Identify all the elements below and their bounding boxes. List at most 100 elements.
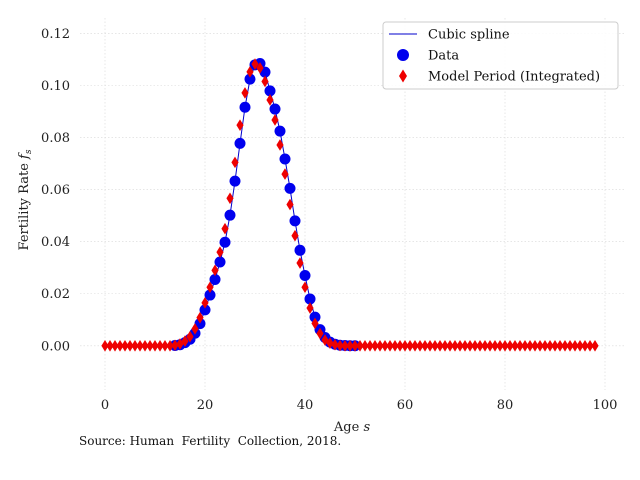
model-point [131,339,139,352]
model-point [126,339,134,352]
model-point [481,339,489,352]
data-point [309,311,321,323]
model-point [281,168,289,180]
model-point [511,339,519,352]
model-point [196,311,204,324]
model-point [441,339,449,352]
model-point [226,192,234,205]
model-point [461,339,469,352]
model-point [426,339,434,352]
model-point [116,339,124,352]
legend: Cubic spline Data Model Period (Integrated… [382,21,619,90]
source-note: Source: Human Fertility Collection, 2018… [79,434,342,448]
model-point [221,222,229,235]
model-point [366,339,374,352]
model-point [286,198,294,211]
model-point [206,281,214,294]
model-point [241,87,249,99]
model-point [306,302,314,314]
x-tick-label: 20 [197,398,214,413]
x-tick-label: 40 [297,398,314,413]
data-point [264,85,276,97]
data-point [234,137,246,149]
model-point [101,339,109,352]
model-point [171,339,179,352]
model-point [231,156,239,169]
model-point [161,339,169,352]
model-point [386,339,394,352]
model-point [576,339,584,352]
model-point [416,339,424,352]
data-point [284,182,296,194]
data-point [274,125,286,137]
model-point [301,281,309,294]
model-point [396,339,404,352]
model-point [446,339,454,352]
legend-box [382,21,619,90]
model-point [361,339,369,352]
y-tick-label: 0.10 [41,79,70,94]
model-point [346,339,354,352]
data-point [299,270,311,282]
y-tick-label: 0.08 [41,131,70,146]
model-point [151,339,159,352]
model-point [456,339,464,352]
model-point [191,323,199,335]
model-point [516,339,524,352]
model-point [291,229,299,242]
model-point [476,339,484,352]
axis-ticks: 0.00 0.02 0.04 0.06 0.08 0.10 0.12 0 20 40 60 80 100 [41,27,617,413]
model-point [521,339,529,352]
model-point [436,339,444,352]
data-point [294,244,306,256]
data-point [244,73,256,85]
model-point [331,338,339,351]
model-point [561,339,569,352]
model-point [526,339,534,352]
y-tick-label: 0.12 [41,27,70,42]
model-point [536,339,544,352]
model-point [166,339,174,352]
model-point [141,339,149,352]
model-point [251,58,259,70]
model-point [411,339,419,352]
model-point [111,339,119,352]
model-point [491,339,499,352]
model-point [546,339,554,352]
grid [80,18,625,390]
model-point [376,339,384,352]
model-point [211,264,219,277]
model-point [316,327,324,340]
model-point [146,339,154,352]
model-point [351,339,359,352]
model-point [336,339,344,352]
model-point [556,339,564,352]
model-point [571,339,579,352]
model-point [501,339,509,352]
model-point [401,339,409,352]
model-point [406,339,414,352]
y-tick-label: 0.06 [41,183,70,198]
data-point [269,103,281,115]
legend-swatch-circle [397,49,409,61]
model-point [566,339,574,352]
model-point [256,62,264,74]
model-point [246,66,254,78]
y-tick-label: 0.02 [41,287,70,302]
data-point [304,293,316,305]
x-tick-label: 100 [593,398,618,413]
model-point [496,339,504,352]
model-point [581,339,589,352]
model-point [591,339,599,352]
legend-label: Data [428,49,459,64]
model-point [431,339,439,352]
y-tick-label: 0.04 [41,235,70,250]
model-point [471,339,479,352]
model-point [391,339,399,352]
legend-swatch-diamond [399,69,407,83]
data-point [209,273,221,285]
data-point [204,289,216,301]
model-point [201,297,209,309]
model-point [486,339,494,352]
model-point [266,94,274,106]
